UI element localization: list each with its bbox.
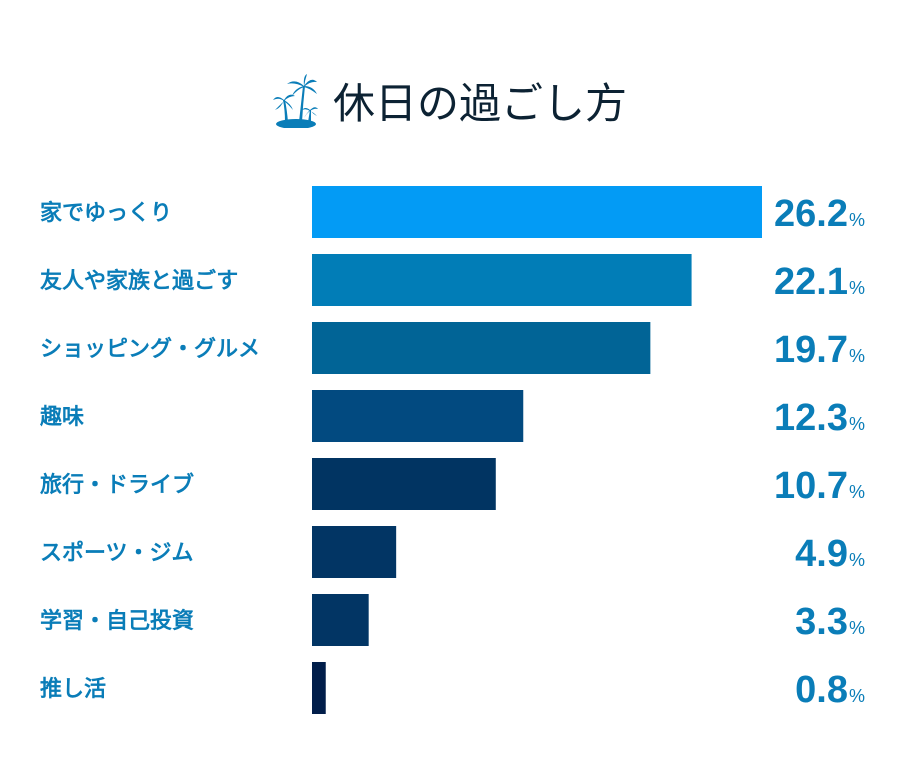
value-label: 4.9 [795, 533, 848, 575]
bar [312, 390, 524, 442]
category-label: 旅行・ドライブ [40, 472, 194, 498]
category-label: 学習・自己投資 [40, 608, 194, 634]
value-suffix: % [849, 210, 865, 230]
value-suffix: % [849, 618, 865, 638]
bar [312, 594, 369, 646]
bar [312, 186, 762, 238]
value-label: 26.2 [774, 193, 848, 235]
category-label: スポーツ・ジム [40, 540, 194, 566]
chart-title: 休日の過ごし方 [0, 70, 900, 131]
value-label: 3.3 [795, 601, 848, 643]
value-suffix: % [849, 686, 865, 706]
category-label: 家でゆっくり [40, 200, 172, 226]
chart-title-text: 休日の過ごし方 [332, 79, 627, 128]
category-label: 友人や家族と過ごす [40, 268, 238, 294]
palm-tree-island-icon [272, 73, 318, 128]
value-suffix: % [849, 278, 865, 298]
value-suffix: % [849, 346, 865, 366]
value-suffix: % [849, 414, 865, 434]
value-label: 19.7 [774, 329, 848, 371]
bar [312, 254, 692, 306]
bar [312, 458, 496, 510]
category-label: ショッピング・グルメ [40, 336, 260, 362]
bar [312, 322, 651, 374]
value-suffix: % [849, 482, 865, 502]
bar [312, 662, 326, 714]
value-label: 10.7 [774, 465, 848, 507]
value-suffix: % [849, 550, 865, 570]
value-label: 12.3 [774, 397, 848, 439]
category-label: 趣味 [39, 404, 84, 430]
value-label: 22.1 [774, 261, 848, 303]
category-label: 推し活 [40, 677, 106, 702]
value-label: 0.8 [795, 669, 848, 711]
bar [312, 526, 397, 578]
